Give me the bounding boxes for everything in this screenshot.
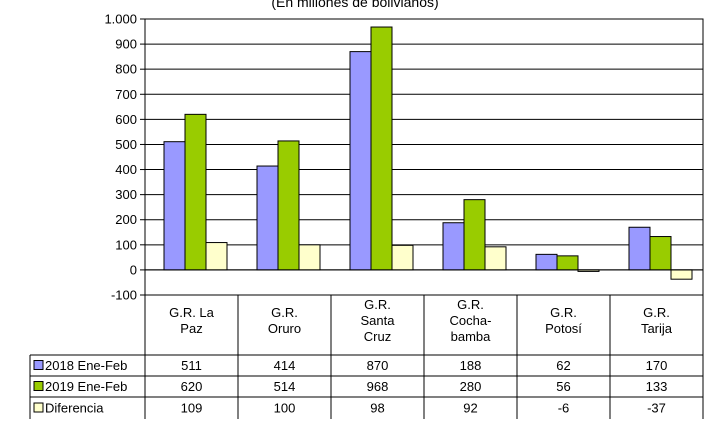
table-value: 514 (274, 379, 296, 394)
legend-key-0 (33, 360, 44, 370)
bar-1-1 (277, 140, 300, 271)
y-tick-label: 1.000 (104, 12, 137, 27)
chart-subtitle: (En millones de bolivianos) (271, 0, 438, 10)
table-value: 109 (181, 401, 203, 416)
table-value: -37 (647, 401, 666, 416)
y-tick-label: 900 (115, 37, 137, 52)
bar-2-1 (298, 244, 321, 271)
table-value: 56 (556, 379, 570, 394)
bars (163, 26, 693, 280)
category-label: Oruro (268, 321, 301, 336)
category-label: Santa (361, 313, 396, 328)
table-value: 414 (274, 358, 296, 373)
bar-1-0 (184, 113, 207, 271)
bar-0-5 (628, 226, 651, 271)
table-value: 511 (181, 358, 202, 373)
y-tick-label: 300 (115, 187, 137, 202)
category-label: G.R. (643, 305, 670, 320)
bar-1-2 (370, 26, 393, 271)
bar-2-2 (391, 244, 414, 271)
bar-0-3 (442, 222, 465, 271)
y-tick-label: 400 (115, 162, 137, 177)
table-value: -6 (558, 401, 570, 416)
table-value: 62 (556, 358, 570, 373)
category-label: Potosí (545, 321, 582, 336)
bar-1-4 (556, 255, 579, 271)
bar-2-3 (484, 246, 507, 271)
table-value: 870 (367, 358, 389, 373)
category-label: G.R. (364, 297, 391, 312)
legend-label-0: 2018 Ene-Feb (45, 358, 127, 373)
category-label: G.R. La (169, 305, 215, 320)
table-value: 133 (646, 379, 668, 394)
bar-0-2 (349, 51, 372, 271)
y-tick-label: 200 (115, 212, 137, 227)
bar-2-5 (670, 269, 693, 280)
y-tick-label: 500 (115, 137, 137, 152)
bar-2-0 (205, 242, 228, 271)
y-tick-label: 800 (115, 62, 137, 77)
table-value: 170 (646, 358, 668, 373)
category-label: Tarija (641, 321, 673, 336)
bar-0-0 (163, 141, 186, 271)
y-tick-label: 700 (115, 87, 137, 102)
gridlines (145, 43, 703, 271)
bar-1-5 (649, 236, 672, 271)
category-label: bamba (451, 329, 492, 344)
table-value: 100 (274, 401, 296, 416)
plot-frame (144, 18, 704, 296)
table-value: 92 (463, 401, 477, 416)
bar-1-3 (463, 199, 486, 271)
category-label: G.R. (550, 305, 577, 320)
category-label: Cocha- (450, 313, 492, 328)
table-value: 968 (367, 379, 389, 394)
legend-label-2: Diferencia (45, 401, 104, 416)
legend-key-2 (33, 402, 44, 413)
table-value: 188 (460, 358, 482, 373)
category-label: Paz (180, 321, 202, 336)
y-tick-label: 100 (115, 237, 137, 252)
y-tick-label: -100 (111, 288, 137, 303)
bar-0-4 (535, 253, 558, 271)
table-value: 280 (460, 379, 482, 394)
legend-label-1: 2019 Ene-Feb (45, 379, 127, 394)
category-label: G.R. (457, 297, 484, 312)
y-tick-label: 600 (115, 112, 137, 127)
bar-0-1 (256, 165, 279, 271)
y-tick-label: 0 (130, 262, 137, 277)
category-label: G.R. (271, 305, 298, 320)
axes: -100 0 100 200 300 400 500 600 700 800 900 1.000 (104, 12, 704, 303)
legend-key-1 (33, 381, 44, 391)
table-value: 98 (370, 401, 384, 416)
category-label: Cruz (364, 329, 391, 344)
data-table: G.R. LaPazG.R.OruroG.R.SantaCruzG.R.Coch… (29, 295, 704, 419)
table-value: 620 (181, 379, 203, 394)
